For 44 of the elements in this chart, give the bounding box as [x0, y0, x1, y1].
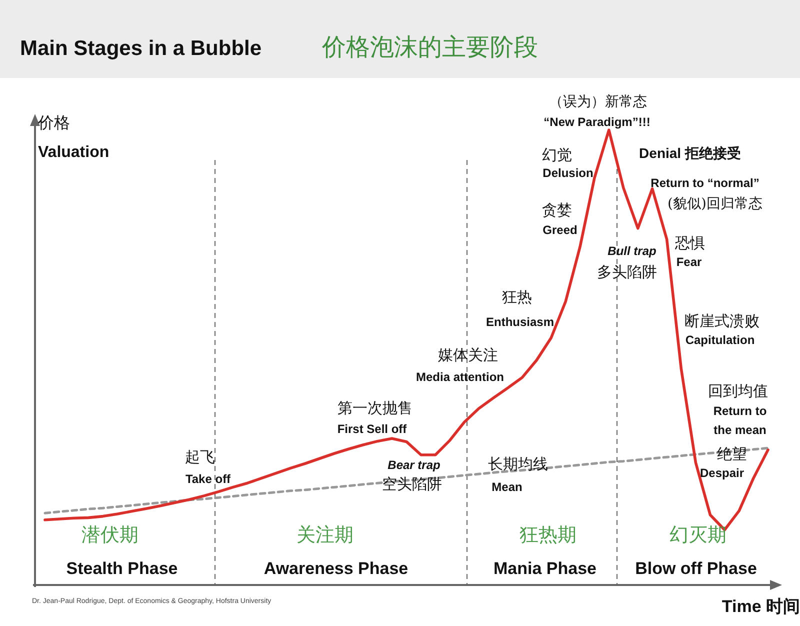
- x-axis-title: Time 时间: [722, 597, 800, 616]
- annotation: Return to “normal”: [650, 176, 760, 190]
- annotation: Bear trap: [388, 458, 440, 472]
- chart-subtitle: 价格泡沫的主要阶段: [321, 33, 538, 61]
- annotation: 潜伏期: [82, 524, 138, 546]
- annotation: (貌似)回归常态: [668, 196, 762, 212]
- annotation: Capitulation: [685, 333, 755, 347]
- annotation: Media attention: [416, 370, 504, 384]
- annotation: Return to: [713, 404, 767, 418]
- y-axis-title: 价格 Valuation: [37, 113, 110, 161]
- annotation: First Sell off: [337, 422, 408, 436]
- annotation: Mania Phase: [494, 559, 596, 578]
- annotation: 起飞: [185, 448, 215, 466]
- annotation: the mean: [714, 423, 766, 437]
- annotation: Take off: [185, 472, 232, 486]
- annotation: 第一次抛售: [338, 399, 412, 417]
- annotation: Mean: [492, 480, 522, 494]
- annotation: 恐惧: [674, 234, 705, 252]
- annotation: 多头陷阱: [597, 263, 657, 281]
- annotation: 狂热期: [520, 524, 576, 546]
- annotation: 狂热: [502, 288, 532, 306]
- annotation: Fear: [676, 255, 702, 269]
- chart-title: Main Stages in a Bubble: [20, 37, 262, 60]
- annotation: Delusion: [542, 166, 594, 180]
- annotation: Stealth Phase: [66, 559, 178, 578]
- annotation: 断崖式溃败: [684, 312, 760, 330]
- annotation: 幻灭期: [670, 524, 726, 546]
- annotation: Enthusiasm: [486, 315, 554, 329]
- text: “New Paradigm”!!!: [544, 115, 650, 129]
- annotation: 媒体关注: [438, 346, 498, 364]
- annotation: 关注期: [296, 524, 354, 546]
- annotation: Awareness Phase: [264, 559, 408, 578]
- annotation: Despair: [700, 466, 744, 480]
- annotation: Denial 拒绝接受: [639, 145, 741, 161]
- text: （误为）新常态: [549, 94, 647, 110]
- annotation: 回到均值: [708, 382, 768, 400]
- annotation: Blow off Phase: [635, 559, 757, 578]
- annotation: 长期均线: [488, 455, 548, 473]
- annotation: 贪婪: [542, 201, 572, 219]
- annotation: Bull trap: [608, 244, 656, 258]
- annotation: 幻觉: [542, 146, 572, 164]
- annotation: Greed: [542, 223, 578, 237]
- annotation: 绝望: [717, 445, 747, 463]
- annotation: 空头陷阱: [382, 475, 442, 493]
